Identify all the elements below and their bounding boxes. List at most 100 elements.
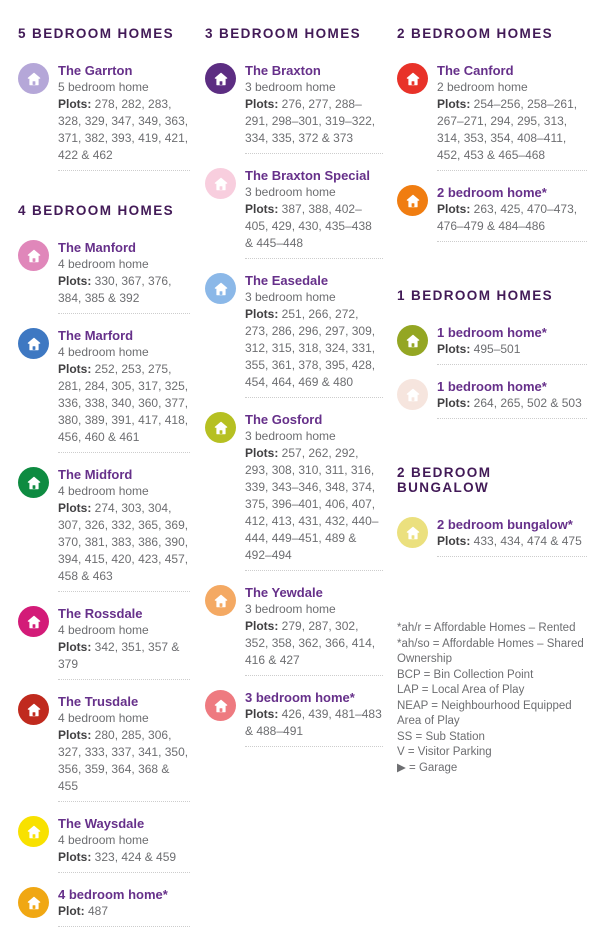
plots-label: Plots: (245, 707, 279, 721)
home-type-entry: The Garrton 5 bedroom home Plots: 278, 2… (18, 62, 190, 171)
home-type-entry: The Gosford 3 bedroom home Plots: 257, 2… (205, 411, 383, 571)
home-subtitle: 4 bedroom home (58, 711, 149, 725)
entry-text: The Gosford 3 bedroom home Plots: 257, 2… (245, 411, 383, 571)
abbreviation-key: *ah/r = Affordable Homes – Rented *ah/so … (397, 621, 587, 776)
house-icon (18, 606, 49, 637)
entry-text: 4 bedroom home* Plot: 487 (58, 886, 190, 927)
plots-label: Plots: (58, 97, 92, 111)
entry-text: The Manford 4 bedroom home Plots: 330, 3… (58, 239, 190, 314)
key-item: V = Visitor Parking (397, 746, 492, 758)
plots-label: Plots: (58, 640, 92, 654)
entry-text: The Waysdale 4 bedroom home Plots: 323, … (58, 815, 190, 873)
plots-values: 487 (84, 904, 109, 918)
plot-list: Plots: 252, 253, 275, 281, 284, 305, 317… (58, 361, 190, 446)
plot-list: Plots: 323, 424 & 459 (58, 849, 190, 866)
house-icon (18, 63, 49, 94)
home-type-entry: 2 bedroom bungalow* Plots: 433, 434, 474… (397, 516, 587, 557)
plots-label: Plots: (437, 342, 471, 356)
key-item: NEAP = Neighbourhood Equipped Area of Pl… (397, 699, 572, 728)
dotted-separator (245, 397, 383, 398)
home-type-entry: The Manford 4 bedroom home Plots: 330, 3… (18, 239, 190, 314)
section-title: 2 BEDROOM BUNGALOW (397, 465, 492, 495)
plots-label: Plots: (245, 307, 279, 321)
plots-values: 279, 287, 302, 352, 358, 362, 366, 414, … (245, 619, 376, 667)
plot-list: Plots: 263, 425, 470–473, 476–479 & 484–… (437, 201, 587, 235)
dotted-separator (58, 679, 190, 680)
section-entries: The Canford 2 bedroom home Plots: 254–25… (397, 62, 587, 242)
home-type-entry: The Easedale 3 bedroom home Plots: 251, … (205, 272, 383, 398)
home-name: The Waysdale (58, 816, 145, 831)
plots-label: Plots: (245, 619, 279, 633)
plots-label: Plots: (437, 396, 471, 410)
house-icon (205, 168, 236, 199)
house-icon (18, 240, 49, 271)
section-entries: The Garrton 5 bedroom home Plots: 278, 2… (18, 62, 190, 171)
plots-values: 342, 351, 357 & 379 (58, 640, 180, 671)
section-title: 3 BEDROOM HOMES (205, 26, 362, 41)
home-type-entry: The Marford 4 bedroom home Plots: 252, 2… (18, 327, 190, 453)
home-name: 1 bedroom home* (437, 379, 547, 394)
home-type-section: 4 BEDROOM HOMES The Manford 4 bedroom ho… (18, 203, 190, 927)
dotted-separator (58, 926, 190, 927)
home-name: The Yewdale (245, 585, 323, 600)
home-type-entry: 3 bedroom home* Plots: 426, 439, 481–483… (205, 689, 383, 747)
dotted-separator (58, 801, 190, 802)
section-entries: The Braxton 3 bedroom home Plots: 276, 2… (205, 62, 383, 747)
plot-list: Plots: 280, 285, 306, 327, 333, 337, 341… (58, 727, 190, 795)
plot-list: Plots: 426, 439, 481–483 & 488–491 (245, 706, 383, 740)
home-subtitle: 3 bedroom home (245, 290, 336, 304)
dotted-separator (58, 872, 190, 873)
entry-text: The Trusdale 4 bedroom home Plots: 280, … (58, 693, 190, 802)
plots-values: 251, 266, 272, 273, 286, 296, 297, 309, … (245, 307, 376, 389)
entry-text: The Braxton Special 3 bedroom home Plots… (245, 167, 383, 259)
home-type-entry: The Braxton Special 3 bedroom home Plots… (205, 167, 383, 259)
home-type-section: 1 BEDROOM HOMES 1 bedroom home* Plots: 4… (397, 288, 587, 419)
home-name: The Trusdale (58, 694, 139, 709)
section-entries: The Manford 4 bedroom home Plots: 330, 3… (18, 239, 190, 927)
plots-label: Plots: (58, 728, 92, 742)
plots-values: 280, 285, 306, 327, 333, 337, 341, 350, … (58, 728, 189, 793)
home-subtitle: 4 bedroom home (58, 345, 149, 359)
home-subtitle: 3 bedroom home (245, 185, 336, 199)
plots-label: Plots: (58, 850, 92, 864)
key-item: BCP = Bin Collection Point (397, 668, 534, 681)
plots-values: 252, 253, 275, 281, 284, 305, 317, 325, … (58, 362, 189, 444)
plots-label: Plots: (437, 97, 471, 111)
plots-label: Plots: (245, 97, 279, 111)
entry-text: The Garrton 5 bedroom home Plots: 278, 2… (58, 62, 190, 171)
dotted-separator (437, 170, 587, 171)
plot-list: Plots: 433, 434, 474 & 475 (437, 533, 587, 550)
home-name: The Midford (58, 467, 133, 482)
home-type-entry: The Braxton 3 bedroom home Plots: 276, 2… (205, 62, 383, 154)
entry-text: 2 bedroom bungalow* Plots: 433, 434, 474… (437, 516, 587, 557)
dotted-separator (245, 258, 383, 259)
home-type-section: 5 BEDROOM HOMES The Garrton 5 bedroom ho… (18, 26, 190, 171)
plots-values: 274, 303, 304, 307, 326, 332, 365, 369, … (58, 501, 189, 583)
house-icon (205, 412, 236, 443)
key-column-middle: 3 BEDROOM HOMES The Braxton 3 bedroom ho… (205, 26, 383, 940)
home-subtitle: 5 bedroom home (58, 80, 149, 94)
house-icon (18, 694, 49, 725)
key-column-right: 2 BEDROOM HOMES The Canford 2 bedroom ho… (397, 26, 587, 940)
key-item: *ah/so = Affordable Homes – Shared Owner… (397, 637, 584, 666)
home-type-entry: The Midford 4 bedroom home Plots: 274, 3… (18, 466, 190, 592)
house-icon (397, 517, 428, 548)
home-name: The Manford (58, 240, 136, 255)
dotted-separator (437, 556, 587, 557)
plots-values: 264, 265, 502 & 503 (470, 396, 582, 410)
plot-list: Plots: 495–501 (437, 341, 587, 358)
plots-values: 254–256, 258–261, 267–271, 294, 295, 313… (437, 97, 578, 162)
dotted-separator (58, 591, 190, 592)
home-name: 2 bedroom bungalow* (437, 517, 573, 532)
key-item: LAP = Local Area of Play (397, 684, 525, 696)
house-icon (205, 273, 236, 304)
plots-values: 257, 262, 292, 293, 308, 310, 311, 316, … (245, 446, 379, 562)
plot-list: Plots: 278, 282, 283, 328, 329, 347, 349… (58, 96, 190, 164)
dotted-separator (58, 313, 190, 314)
dotted-separator (58, 452, 190, 453)
plots-label: Plots: (58, 362, 92, 376)
plot-list: Plots: 276, 277, 288–291, 298–301, 319–3… (245, 96, 383, 147)
entry-text: The Marford 4 bedroom home Plots: 252, 2… (58, 327, 190, 453)
plots-label: Plots: (245, 202, 279, 216)
home-name: The Braxton (245, 63, 321, 78)
